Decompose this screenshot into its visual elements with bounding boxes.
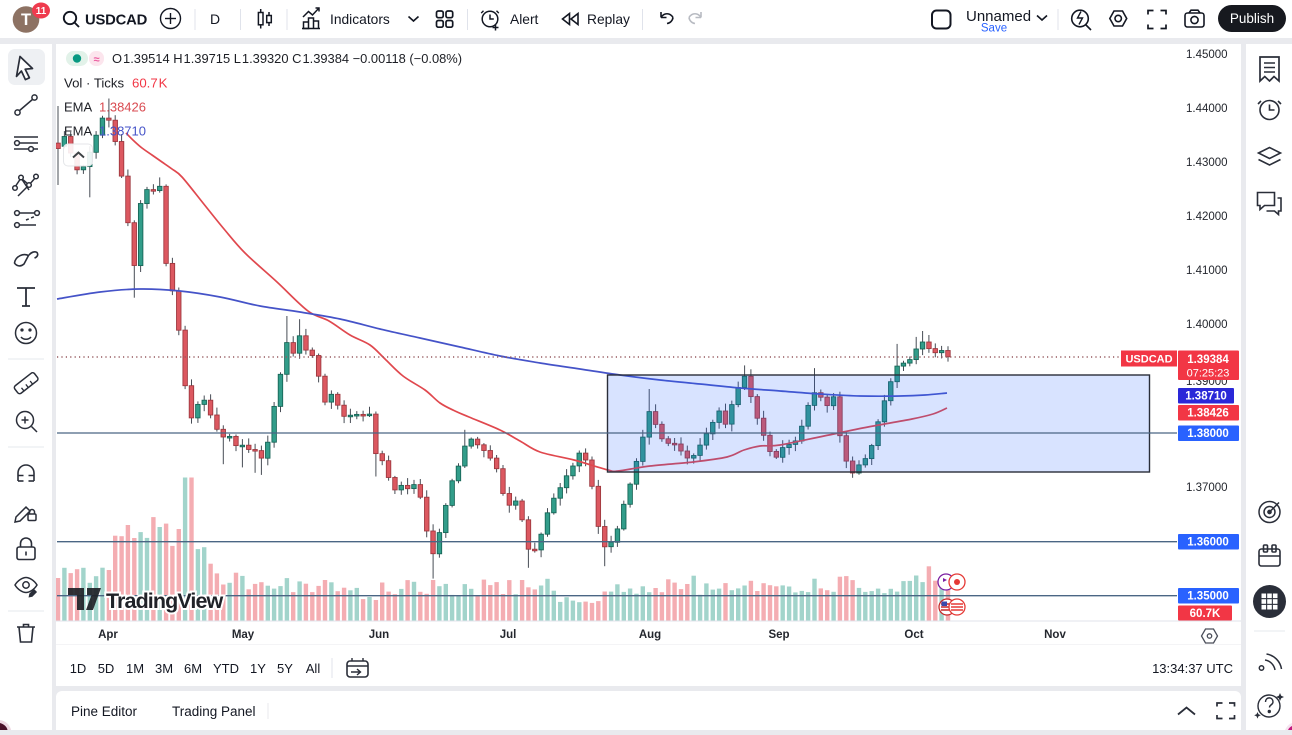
- svg-text:5Y: 5Y: [277, 661, 293, 676]
- svg-text:1.45000: 1.45000: [1186, 49, 1228, 61]
- svg-text:60.7K: 60.7K: [132, 76, 168, 91]
- svg-text:YTD: YTD: [213, 661, 239, 676]
- svg-text:1M: 1M: [126, 661, 144, 676]
- svg-text:Publish: Publish: [1230, 11, 1274, 26]
- svg-text:5D: 5D: [98, 661, 115, 676]
- svg-text:6M: 6M: [184, 661, 202, 676]
- svg-text:Jul: Jul: [500, 629, 517, 641]
- svg-text:All: All: [306, 661, 321, 676]
- svg-text:60.7K: 60.7K: [1190, 608, 1221, 620]
- svg-text:1.44000: 1.44000: [1186, 103, 1228, 115]
- svg-text:D: D: [210, 11, 220, 27]
- svg-text:Replay: Replay: [587, 12, 630, 27]
- svg-text:1.38710: 1.38710: [1185, 391, 1227, 403]
- svg-text:USDCAD: USDCAD: [85, 13, 148, 29]
- svg-text:1.35000: 1.35000: [1187, 591, 1229, 603]
- svg-text:Unnamed: Unnamed: [966, 8, 1031, 25]
- svg-text:1.38710: 1.38710: [99, 124, 146, 139]
- svg-text:Indicators: Indicators: [330, 12, 390, 27]
- svg-text:O1.39514 H1.39715 L1.39320: O1.39514 H1.39715 L1.39320 C1.39384 −0.0…: [112, 51, 462, 66]
- svg-text:EMA: EMA: [64, 124, 93, 139]
- svg-text:07:25:23: 07:25:23: [1187, 368, 1230, 380]
- svg-text:Vol · Ticks: Vol · Ticks: [64, 76, 124, 91]
- svg-text:Pine Editor: Pine Editor: [71, 704, 138, 719]
- svg-text:Jun: Jun: [369, 629, 389, 641]
- svg-text:1.38000: 1.38000: [1187, 428, 1229, 440]
- svg-text:1.39384: 1.39384: [1187, 354, 1229, 366]
- svg-text:13:34:37 UTC: 13:34:37 UTC: [1152, 661, 1233, 676]
- svg-text:TradingView: TradingView: [106, 589, 224, 613]
- svg-text:1.42000: 1.42000: [1186, 211, 1228, 223]
- svg-text:1D: 1D: [70, 661, 87, 676]
- svg-text:Aug: Aug: [639, 629, 661, 641]
- svg-text:May: May: [232, 629, 255, 641]
- svg-text:1.41000: 1.41000: [1186, 265, 1228, 277]
- svg-text:Apr: Apr: [98, 629, 118, 641]
- svg-text:1.37000: 1.37000: [1186, 482, 1228, 494]
- svg-text:1Y: 1Y: [250, 661, 266, 676]
- svg-text:1.38426: 1.38426: [99, 100, 146, 115]
- svg-text:EMA: EMA: [64, 100, 93, 115]
- svg-text:1.36000: 1.36000: [1187, 537, 1229, 549]
- svg-text:1.43000: 1.43000: [1186, 157, 1228, 169]
- svg-text:Alert: Alert: [510, 12, 539, 27]
- svg-text:11: 11: [36, 6, 47, 17]
- svg-text:Oct: Oct: [904, 629, 923, 641]
- svg-text:Trading Panel: Trading Panel: [172, 704, 256, 719]
- svg-text:1.38426: 1.38426: [1187, 408, 1229, 420]
- svg-text:T: T: [21, 11, 31, 29]
- svg-text:3M: 3M: [155, 661, 173, 676]
- svg-text:USDCAD: USDCAD: [1125, 354, 1172, 366]
- svg-text:1.40000: 1.40000: [1186, 319, 1228, 331]
- svg-text:Save: Save: [981, 23, 1007, 35]
- svg-text:≈: ≈: [93, 54, 99, 66]
- svg-text:Nov: Nov: [1044, 629, 1066, 641]
- svg-text:Sep: Sep: [768, 629, 789, 641]
